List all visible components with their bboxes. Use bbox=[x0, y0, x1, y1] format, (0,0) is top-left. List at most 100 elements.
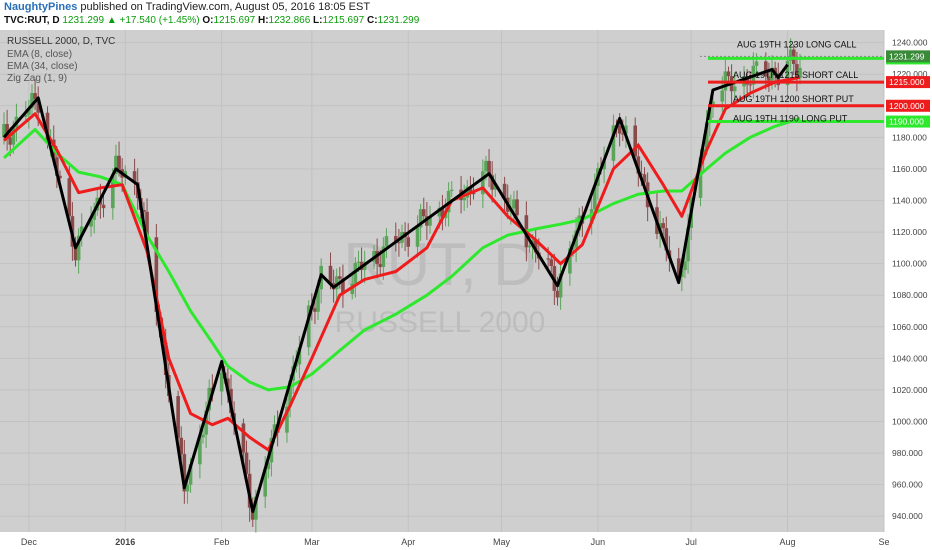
candle-body bbox=[67, 178, 72, 217]
candle-body bbox=[418, 209, 423, 228]
x-tick-label: Jun bbox=[591, 537, 606, 547]
x-tick-label: Apr bbox=[401, 537, 415, 547]
candle-body bbox=[182, 454, 187, 492]
x-tick-label: Jul bbox=[685, 537, 697, 547]
x-tick-label: Aug bbox=[780, 537, 796, 547]
candle-body bbox=[754, 61, 759, 66]
last-price: 1231.299 bbox=[62, 15, 105, 26]
candle-body bbox=[23, 114, 28, 117]
legend-ema-slow[interactable]: EMA (34, close) bbox=[7, 61, 78, 72]
candle-body bbox=[617, 125, 622, 134]
candle-body bbox=[111, 173, 115, 209]
candle-body bbox=[527, 245, 532, 248]
candle-body bbox=[27, 108, 31, 115]
candle-body bbox=[798, 67, 802, 78]
change-arrow-icon: ▲ bbox=[106, 15, 117, 26]
candle-body bbox=[297, 347, 302, 365]
open-label: O: bbox=[202, 15, 214, 26]
level-label: AUG 19TH 1200 SHORT PUT bbox=[733, 94, 854, 104]
x-tick-label: Se bbox=[878, 537, 889, 547]
time-axis[interactable] bbox=[0, 532, 884, 550]
legend-title[interactable]: RUSSELL 2000, D, TVC bbox=[7, 36, 116, 47]
candle-body bbox=[201, 434, 205, 438]
candle-body bbox=[462, 197, 466, 201]
candle-body bbox=[132, 171, 137, 183]
candle-body bbox=[481, 171, 485, 195]
candle-body bbox=[686, 227, 690, 262]
candle-body bbox=[33, 93, 37, 100]
y-tick-label: 1140.000 bbox=[892, 195, 927, 205]
author-link[interactable]: NaughtyPines bbox=[4, 1, 78, 13]
x-tick-label: May bbox=[493, 537, 511, 547]
candle-body bbox=[636, 156, 641, 174]
low-label: L: bbox=[313, 15, 323, 26]
open-value: 1215.697 bbox=[213, 15, 256, 26]
x-tick-label: 2016 bbox=[115, 537, 135, 547]
candle-body bbox=[502, 183, 507, 198]
candle-body bbox=[767, 76, 771, 81]
candle-body bbox=[726, 71, 731, 77]
candle-body bbox=[378, 263, 383, 268]
level-price-tag bbox=[886, 115, 930, 128]
y-tick-label: 960.000 bbox=[892, 480, 923, 490]
ema-8-line bbox=[3, 75, 801, 452]
candle-body bbox=[8, 137, 13, 145]
x-tick-label: Dec bbox=[21, 537, 38, 547]
y-tick-label: 1240.000 bbox=[892, 38, 928, 48]
publish-line: NaughtyPines published on TradingView.co… bbox=[4, 1, 604, 17]
legend-zigzag[interactable]: Zig Zag (1, 9) bbox=[7, 73, 68, 84]
level-label: AUG 19TH 1215 SHORT CALL bbox=[733, 70, 858, 80]
candle-body bbox=[555, 290, 560, 298]
plot-area[interactable] bbox=[0, 30, 884, 532]
candle-body bbox=[92, 210, 96, 220]
candle-body bbox=[611, 125, 616, 161]
candle-body bbox=[770, 67, 774, 81]
candle-body bbox=[465, 186, 470, 198]
candle-body bbox=[490, 175, 494, 190]
publish-text: published on TradingView.com, August 05,… bbox=[77, 1, 371, 13]
candle-body bbox=[185, 484, 190, 492]
y-tick-label: 1220.000 bbox=[892, 69, 928, 79]
candle-body bbox=[79, 226, 84, 236]
candle-body bbox=[680, 270, 684, 277]
candle-body bbox=[642, 174, 647, 183]
candle-body bbox=[393, 236, 398, 243]
candle-body bbox=[114, 155, 118, 174]
candle-body bbox=[683, 261, 687, 271]
symbol[interactable]: TVC:RUT, D bbox=[4, 15, 60, 26]
option-levels[interactable]: AUG 19TH 1230 LONG CALL AUG 19TH 1215 SHO… bbox=[708, 39, 884, 124]
candle-body bbox=[36, 99, 41, 113]
candle-body bbox=[154, 237, 159, 312]
ema-34-line bbox=[2, 116, 801, 392]
candle-body bbox=[428, 216, 432, 226]
level-price-tag bbox=[886, 99, 930, 112]
legend-ema-fast[interactable]: EMA (8, close) bbox=[7, 49, 73, 60]
candle-body bbox=[487, 160, 491, 176]
y-tick-label: 1080.000 bbox=[892, 290, 928, 300]
x-tick-label: Feb bbox=[214, 537, 230, 547]
low-value: 1215.697 bbox=[322, 15, 365, 26]
candle-body bbox=[633, 125, 638, 157]
candle-body bbox=[676, 258, 681, 277]
high-label: H: bbox=[257, 15, 269, 26]
candle-body bbox=[198, 437, 202, 465]
candle-body bbox=[375, 250, 379, 264]
candle-body bbox=[76, 235, 81, 261]
candle-body bbox=[558, 273, 563, 298]
candle-body bbox=[2, 124, 6, 138]
candle-body bbox=[334, 276, 339, 290]
candle-body bbox=[415, 227, 420, 247]
level-price-tag-text: 1215.000 bbox=[889, 77, 925, 87]
y-tick-label: 1100.000 bbox=[892, 259, 927, 269]
candle-body bbox=[406, 237, 411, 247]
candle-body bbox=[449, 189, 454, 191]
candle-body bbox=[356, 261, 361, 263]
candle-body bbox=[421, 209, 426, 217]
watermark-name: RUSSELL 2000 bbox=[335, 306, 546, 339]
candle-body bbox=[795, 64, 799, 78]
candle-body bbox=[776, 73, 781, 86]
candle-body bbox=[288, 380, 292, 407]
candle-body bbox=[89, 219, 93, 227]
